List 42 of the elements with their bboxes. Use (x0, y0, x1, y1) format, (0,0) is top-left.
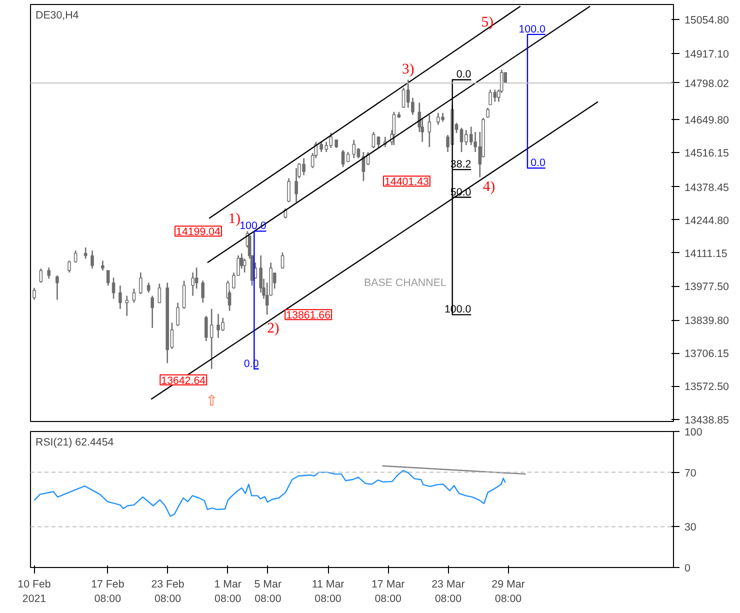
annotation: BASE CHANNEL (364, 276, 446, 289)
x-tick-label: 17 Mar 08:00 (372, 578, 406, 605)
x-tick-label: 1 Mar 08:00 (214, 578, 242, 605)
annotation: 2) (267, 320, 280, 337)
annotation: 0.0 (530, 157, 546, 170)
y-tick-label: 14917.10 (684, 48, 730, 60)
annotation: 3) (402, 62, 414, 78)
annotation: 100.0 (518, 23, 546, 36)
y-tick-label: 13977.50 (684, 281, 730, 294)
y-tick-label: 13706.15 (684, 348, 730, 360)
x-tick-label: 29 Mar 08:00 (492, 578, 526, 605)
y-tick-label: 13839.80 (684, 315, 730, 328)
y-tick-label: 14516.15 (684, 148, 730, 160)
y-tick-label: 14649.80 (684, 114, 730, 127)
text: RSI(21) 62.4454 (36, 436, 114, 448)
annotation: 5) (481, 14, 494, 30)
y-tick-label: 30 (684, 522, 696, 534)
ref-line-label: 14798.02 (684, 78, 730, 90)
y-tick-label: 14111.15 (684, 248, 728, 260)
x-tick-label: 23 Feb 08:00 (151, 578, 184, 605)
annotation: 13642.64 (161, 374, 206, 387)
y-tick-label: 15054.80 (684, 14, 730, 26)
x-tick-label: 11 Mar 08:00 (312, 578, 345, 605)
annotation: ⇧ (205, 392, 218, 410)
annotation: 13861.66 (286, 310, 331, 322)
x-tick-label: 10 Feb 2021 (18, 578, 51, 605)
x-tick-label: 17 Feb 08:00 (91, 578, 124, 605)
x-tick-label: 23 Mar 08:00 (432, 578, 466, 605)
annotation: 1) (228, 211, 241, 228)
annotation: 4) (482, 179, 496, 196)
y-tick-label: 100 (684, 426, 702, 438)
y-tick-label: 70 (684, 467, 696, 480)
y-tick-label: 0 (684, 562, 690, 574)
x-tick-label: 5 Mar 08:00 (254, 578, 282, 605)
y-tick-label: 14244.80 (684, 214, 730, 227)
y-tick-label: 13572.50 (684, 381, 730, 394)
y-tick-label: 13438.85 (684, 414, 730, 426)
annotation: 14199.04 (176, 226, 221, 238)
annotation: 0.0 (456, 68, 472, 81)
annotation: 14401.43 (384, 176, 429, 188)
y-tick-label: 14378.45 (684, 182, 730, 194)
text: DE30,H4 (36, 10, 79, 22)
